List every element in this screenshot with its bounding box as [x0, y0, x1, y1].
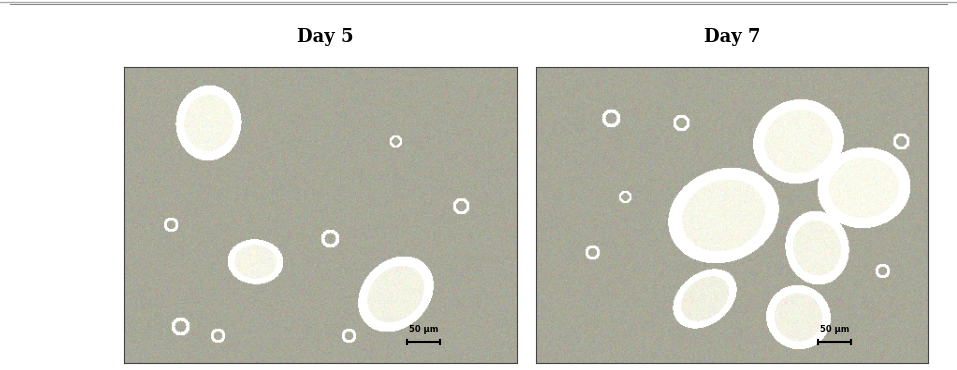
Text: 50 μm: 50 μm	[820, 324, 850, 334]
Text: Day 5: Day 5	[297, 28, 354, 46]
Text: 50 μm: 50 μm	[409, 324, 438, 334]
Text: Day 7: Day 7	[703, 28, 761, 46]
